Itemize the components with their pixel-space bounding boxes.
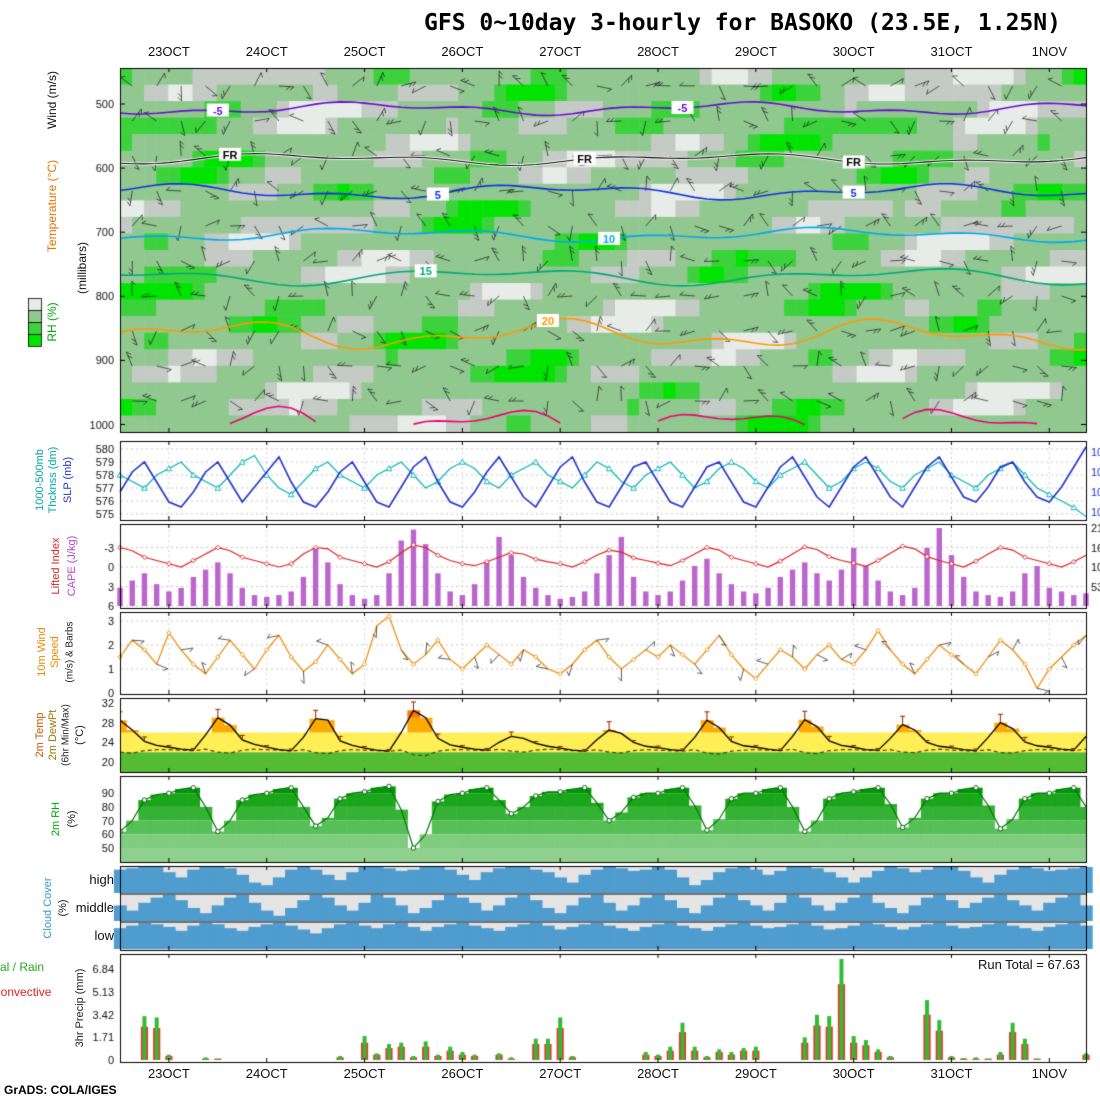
p2-thickness-axis-label-1: 1000-500mb: [34, 449, 46, 511]
x-tick-label: 25OCT: [343, 1066, 386, 1081]
x-tick-label: 31OCT: [930, 1066, 973, 1081]
x-tick-label: 28OCT: [637, 44, 679, 59]
run-total-annotation: Run Total = 67.63: [977, 957, 1080, 972]
p5-temp-axis-label: 2m Temp: [34, 712, 46, 758]
p5-dewpt-axis-label: 2m DewPt: [47, 709, 59, 761]
x-tick-label: 27OCT: [539, 1066, 582, 1081]
cloud-row-low-label: low: [94, 928, 114, 943]
p2-thickness-axis-label-2: Thcknss (dm): [47, 446, 59, 514]
x-tick-label: 24OCT: [245, 44, 288, 59]
p5-degc-axis-label: (°C): [74, 725, 86, 745]
p1-rh-axis-label: RH (%): [45, 302, 59, 342]
p2-slp-axis-label: SLP (mb): [62, 456, 74, 504]
x-tick-label: 30OCT: [832, 44, 875, 59]
cloud-row-high-label: high: [89, 872, 114, 887]
p3-lifted-index-axis-label: Lifted Index: [50, 537, 62, 595]
p4-wind-axis-label-2: Speed: [49, 636, 61, 668]
p6-rh-axis-label: 2m RH: [50, 801, 62, 837]
p1-temperature-axis-label: Temperature (°C): [45, 159, 59, 253]
p6-pct-axis-label: (%): [66, 810, 78, 828]
p4-wind-axis-label-1: 10m Wind: [36, 627, 48, 677]
x-tick-label: 30OCT: [832, 1066, 875, 1081]
x-tick-label: 24OCT: [245, 1066, 288, 1081]
x-tick-label: 26OCT: [441, 44, 484, 59]
p3-cape-axis-label: CAPE (J/kg): [66, 535, 78, 597]
p8-convective-label: Convective: [0, 985, 52, 999]
p8-precip-axis-label: 3hr Precip (mm): [74, 968, 86, 1048]
p7-cloud-axis-label: Cloud Cover: [42, 877, 54, 939]
cloud-row-middle-label: middle: [75, 900, 114, 915]
p4-barbs-axis-label: (m/s) & Barbs: [64, 621, 76, 683]
x-tick-label: 29OCT: [734, 1066, 777, 1081]
x-tick-label: 31OCT: [930, 44, 973, 59]
p5-minmax-axis-label: (6hr Min/Max): [60, 704, 72, 766]
x-tick-label: 29OCT: [734, 44, 777, 59]
x-tick-label: 23OCT: [147, 1066, 190, 1081]
p1-wind-axis-label: Wind (m/s): [45, 71, 59, 129]
x-tick-label: 26OCT: [441, 1066, 484, 1081]
x-tick-label: 1NOV: [1031, 44, 1068, 59]
p8-total-rain-label: Total / Rain: [0, 960, 45, 974]
grads-credit: GrADS: COLA/IGES: [4, 1083, 117, 1097]
x-tick-label: 28OCT: [637, 1066, 679, 1081]
x-tick-label: 27OCT: [539, 44, 582, 59]
p1-millibars-axis-label: (millibars): [75, 242, 89, 294]
x-tick-label: 25OCT: [343, 44, 386, 59]
chart-title: GFS 0~10day 3-hourly for BASOKO (23.5E, …: [424, 10, 1061, 36]
x-tick-label: 23OCT: [147, 44, 190, 59]
x-tick-label: 1NOV: [1031, 1066, 1068, 1081]
